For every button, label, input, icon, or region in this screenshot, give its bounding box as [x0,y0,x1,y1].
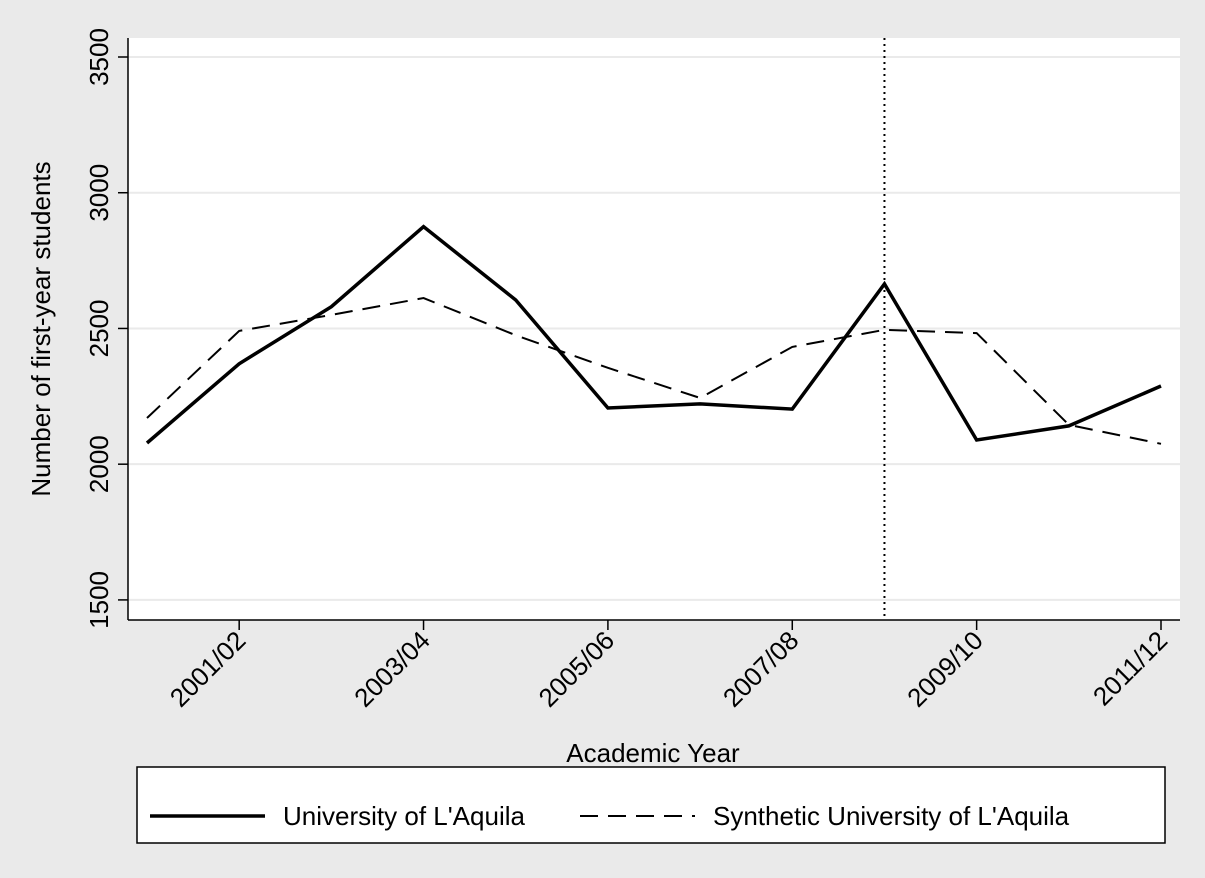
y-tick-label: 2000 [84,435,114,493]
series-line [146,297,1162,445]
y-axis-title: Number of first-year students [26,161,56,496]
legend-box [136,766,1166,844]
y-tick-label: 3000 [84,164,114,222]
legend-label: University of L'Aquila [283,801,526,831]
y-tick-label: 1500 [84,571,114,629]
legend-label: Synthetic University of L'Aquila [713,801,1070,831]
x-axis-title: Academic Year [566,738,740,768]
series-line [145,224,1162,445]
y-tick-label: 3500 [84,28,114,86]
y-tick-label: 2500 [84,300,114,358]
